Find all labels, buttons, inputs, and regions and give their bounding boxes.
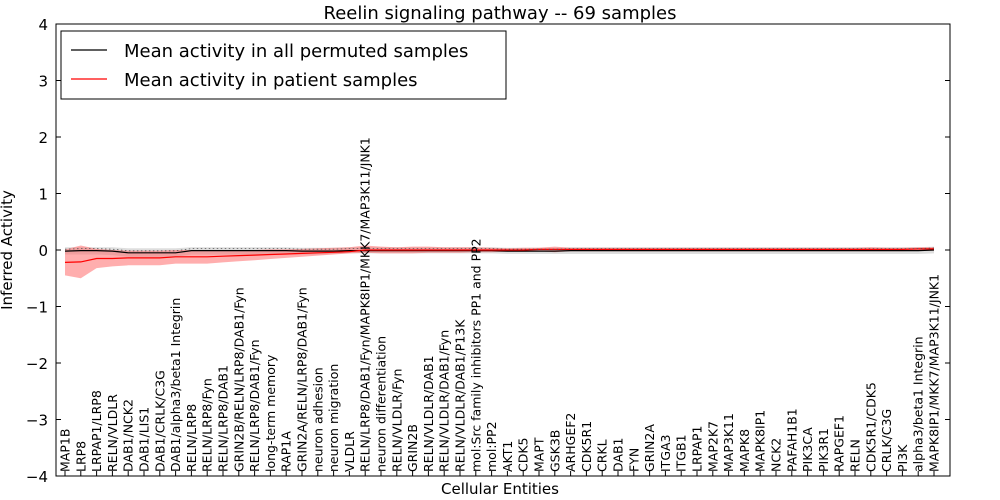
x-tick-label: neuron differentiation	[374, 336, 389, 472]
x-tick-label: ITGA3	[658, 434, 673, 472]
x-tick-label: neuron migration	[326, 364, 341, 472]
x-tick-label: LRPAP1	[690, 426, 705, 472]
y-tick-label: −1	[26, 299, 48, 317]
x-tick-label: VLDLR	[342, 431, 357, 472]
x-tick-label: LRP8	[73, 441, 88, 472]
y-tick-label: −2	[26, 355, 48, 373]
x-tick-label: RAPGEF1	[832, 415, 847, 472]
x-tick-label: MAP3K11	[721, 413, 736, 472]
y-axis: −4 −3 −2 −1 0 1 2 3 4	[26, 16, 950, 486]
x-tick-label: RELN/VLDLR/DAB1/Fyn	[437, 330, 452, 472]
legend: Mean activity in all permuted samples Me…	[60, 30, 507, 100]
x-tick-label: mol:Src family inhibitors PP1 and PP2	[468, 238, 483, 472]
x-tick-label: DAB1/LIS1	[137, 407, 152, 472]
x-tick-label: GRIN2A/RELN/LRP8/DAB1/Fyn	[295, 287, 310, 472]
x-tick-label: LRPAP1/LRP8	[89, 390, 104, 472]
x-tick-label: RELN	[848, 439, 863, 472]
x-tick-label: RELN/LRP8/DAB1	[216, 365, 231, 472]
x-tick-label: RELN/VLDLR/DAB1	[421, 355, 436, 472]
x-tick-label: CDK5R1/CDK5	[863, 382, 878, 472]
x-tick-label: NCK2	[769, 438, 784, 472]
x-tick-label: MAPK8IP1	[753, 410, 768, 472]
x-tick-label: GSK3B	[547, 430, 562, 472]
x-tick-label: PI3K	[895, 444, 910, 472]
x-tick-label: DAB1/NCK2	[121, 399, 136, 472]
x-tick-label: MAP2K7	[705, 421, 720, 472]
x-tick-label: CRLK/C3G	[879, 409, 894, 472]
chart-title: Reelin signaling pathway -- 69 samples	[324, 3, 677, 24]
y-tick-label: 0	[38, 242, 48, 260]
x-tick-label: alpha3/beta1 Integrin	[911, 336, 926, 472]
x-tick-label: GRIN2B/RELN/LRP8/DAB1/Fyn	[231, 287, 246, 472]
x-tick-labels: MAP1B LRP8 LRPAP1/LRP8 RELN/VLDLR DAB1/NCK2 D…	[58, 137, 942, 476]
x-tick-label: RAP1A	[279, 431, 294, 472]
x-tick-label: PIK3CA	[800, 427, 815, 472]
x-tick-label: RELN/VLDLR/Fyn	[389, 369, 404, 472]
y-tick-label: 2	[38, 129, 48, 147]
y-tick-label: 1	[38, 186, 48, 204]
y-tick-label: 4	[38, 16, 48, 34]
x-tick-label: RELN/VLDLR	[105, 394, 120, 472]
x-tick-label: CRKL	[595, 439, 610, 472]
x-tick-label: GRIN2A	[642, 424, 657, 472]
series-line-permuted	[64, 249, 935, 254]
y-axis-label: Inferred Activity	[0, 190, 16, 310]
y-tick-label: −4	[26, 468, 48, 486]
series-line-patient	[64, 248, 934, 263]
y-tick-label: 3	[38, 73, 48, 91]
x-tick-label: MAP1B	[58, 429, 73, 472]
x-tick-label: GRIN2B	[405, 424, 420, 472]
x-tick-label: PAFAH1B1	[784, 408, 799, 472]
legend-box	[60, 30, 507, 100]
x-tick-label: neuron adhesion	[310, 367, 325, 472]
series-lines	[64, 247, 935, 263]
x-axis-label: Cellular Entities	[441, 480, 559, 498]
x-tick-label: RELN/LRP8/Fyn	[200, 378, 215, 472]
legend-label-permuted: Mean activity in all permuted samples	[124, 41, 468, 62]
x-tick-label: AKT1	[500, 441, 515, 472]
series-line-permuted-upper-dotted	[64, 247, 935, 252]
x-tick-label: RELN/LRP8/DAB1/Fyn	[247, 339, 262, 472]
legend-label-patient: Mean activity in patient samples	[124, 70, 418, 91]
x-tick-label: CDK5R1	[579, 421, 594, 472]
x-tick-label: RELN/VLDLR/DAB1/P13K	[453, 319, 468, 472]
y-tick-label: −3	[26, 412, 48, 430]
x-tick-label: DAB1/alpha3/beta1 Integrin	[168, 298, 183, 472]
x-tick-label: DAB1/CRLK/C3G	[152, 370, 167, 472]
x-tick-label: MAPK8IP1/MKK7/MAP3K11/JNK1	[927, 274, 942, 472]
x-tick-label: PIK3R1	[816, 428, 831, 472]
x-tick-label: MAPT	[532, 437, 547, 472]
x-tick-label: ITGB1	[674, 434, 689, 472]
x-tick-label: FYN	[626, 448, 641, 472]
x-tick-label: RELN/LRP8	[184, 404, 199, 472]
x-tick-label: CDK5	[516, 437, 531, 472]
x-tick-label: MAPK8	[737, 429, 752, 472]
x-tick-label: ARHGEF2	[563, 413, 578, 472]
x-tick-label: DAB1	[611, 438, 626, 473]
x-tick-label: long-term memory	[263, 354, 278, 472]
x-tick-label: mol:PP2	[484, 421, 499, 472]
x-tick-label: RELN/LRP8/DAB1/Fyn/MAPK8IP1/MKK7/MAP3K11…	[358, 137, 373, 472]
